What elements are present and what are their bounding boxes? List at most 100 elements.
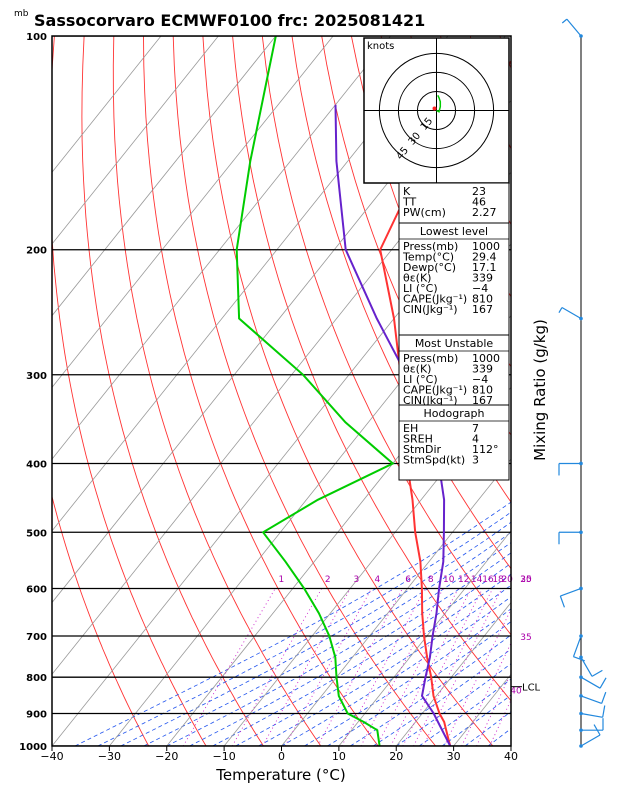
mixing-ratio-label: 6: [405, 575, 411, 585]
index-value: 2.27: [472, 206, 497, 219]
hodo-row-value: 7: [472, 422, 479, 435]
barb-flag: [602, 705, 606, 718]
mixing-ratio-line: [376, 588, 459, 746]
unstable-row-value: 1000: [472, 352, 500, 365]
moist-adiabat: [350, 634, 511, 746]
dry-adiabat: [559, 36, 618, 746]
moist-adiabat: [281, 596, 511, 746]
barb-staff: [580, 712, 603, 718]
index-key: TT: [402, 196, 417, 209]
lowest-row-value: −4: [472, 282, 488, 295]
pressure-unit-label: mb: [14, 9, 29, 19]
lowest-row-value: 810: [472, 293, 493, 306]
lowest-header: Lowest level: [420, 225, 488, 238]
mixing-ratio-label: 12: [458, 575, 469, 585]
hodo-row-key: StmDir: [403, 443, 442, 456]
mixing-ratio-line: [413, 588, 494, 746]
temperature-tick-label: 40: [504, 750, 518, 763]
mixing-ratio-line: [284, 588, 372, 746]
lowest-row-value: 1000: [472, 240, 500, 253]
isotherm: [52, 36, 162, 173]
unstable-row-value: 339: [472, 363, 493, 376]
pressure-tick-label: 200: [26, 246, 47, 257]
isotherm: [52, 36, 449, 532]
mixing-ratio-line: [476, 672, 511, 746]
mixing-ratio-label: 40: [510, 686, 522, 696]
lowest-row-key: CAPE(Jkg⁻¹): [403, 293, 467, 306]
mixing-ratio-label: 20: [501, 575, 513, 585]
dry-adiabat: [232, 36, 511, 702]
temperature-tick-label: 0: [278, 750, 285, 763]
barb-flag: [601, 691, 607, 704]
dry-adiabat: [81, 36, 264, 746]
barb-staff: [566, 18, 582, 37]
barb-staff: [560, 587, 582, 597]
hodograph-ring: [378, 52, 495, 169]
mixing-ratio-label: 35: [520, 633, 531, 643]
mixing-ratio-label: 16: [482, 575, 494, 585]
unstable-row-value: −4: [472, 373, 488, 386]
isotherm: [52, 36, 391, 460]
hodo-section: [398, 404, 510, 481]
mixing-ratio-label: 18: [492, 575, 504, 585]
barb-flag: [561, 18, 568, 24]
mixing-ratio-line: [489, 698, 511, 746]
dry-adiabat: [499, 36, 511, 70]
moist-adiabat: [97, 511, 511, 746]
lowest-row-key: Press(mb): [403, 240, 458, 253]
dry-adiabat: [589, 36, 618, 746]
pressure-tick-label: 800: [26, 673, 47, 684]
mixing-ratio-line: [262, 588, 351, 746]
hodo-row-value: 3: [472, 454, 479, 467]
mixing-ratio-line: [443, 608, 511, 746]
isotherm: [52, 36, 334, 389]
mixing-ratio-label: 10: [443, 575, 455, 585]
unstable-row-key: CAPE(Jkg⁻¹): [403, 384, 467, 397]
dry-adiabat: [261, 36, 511, 636]
barb-staff: [580, 695, 602, 704]
lowest-row-value: 29.4: [472, 251, 497, 264]
pressure-tick-label: 700: [26, 632, 47, 643]
dry-adiabat: [172, 36, 436, 746]
pressure-tick-label: 500: [26, 528, 47, 539]
mixing-ratio-label: 4: [375, 575, 381, 585]
barb-flag: [593, 724, 601, 736]
temperature-line: [379, 60, 511, 746]
barb-flag: [591, 669, 603, 677]
unstable-row-value: 810: [472, 384, 493, 397]
dry-adiabat: [143, 36, 379, 746]
mixing-ratio-label: 3: [353, 575, 359, 585]
unstable-row-key: LI (°C): [403, 373, 438, 386]
barb-staff: [580, 734, 601, 747]
background-grid: [52, 36, 618, 746]
mixing-ratio-label: 8: [428, 575, 434, 585]
index-key: K: [403, 185, 411, 198]
storm-motion-marker: [432, 106, 437, 111]
temperature-tick-label: 30: [447, 750, 461, 763]
mixing-ratio-line: [231, 588, 323, 746]
barb-flag: [558, 307, 563, 314]
isotherm: [52, 36, 277, 317]
unstable-row-key: θε(K): [403, 363, 431, 376]
x-axis-label: Temperature (°C): [215, 766, 345, 784]
barb-staff: [572, 635, 582, 657]
barb-staff: [580, 656, 593, 677]
pressure-tick-label: 1000: [19, 742, 47, 753]
barb-staff: [561, 307, 582, 320]
temperature-tick-label: 20: [389, 750, 403, 763]
isotherm: [52, 36, 219, 245]
lowest-row-key: Dewp(°C): [403, 261, 456, 274]
dewpoint-line: [235, 36, 395, 746]
dry-adiabat: [202, 36, 494, 746]
isotherm: [109, 243, 511, 746]
profile-lines: [235, 36, 511, 746]
hodo-header: Hodograph: [424, 407, 485, 420]
isotherm: [395, 601, 511, 746]
mixing-ratio-line: [360, 588, 444, 746]
dry-adiabat: [112, 36, 322, 746]
hodograph-ring: [416, 90, 457, 131]
